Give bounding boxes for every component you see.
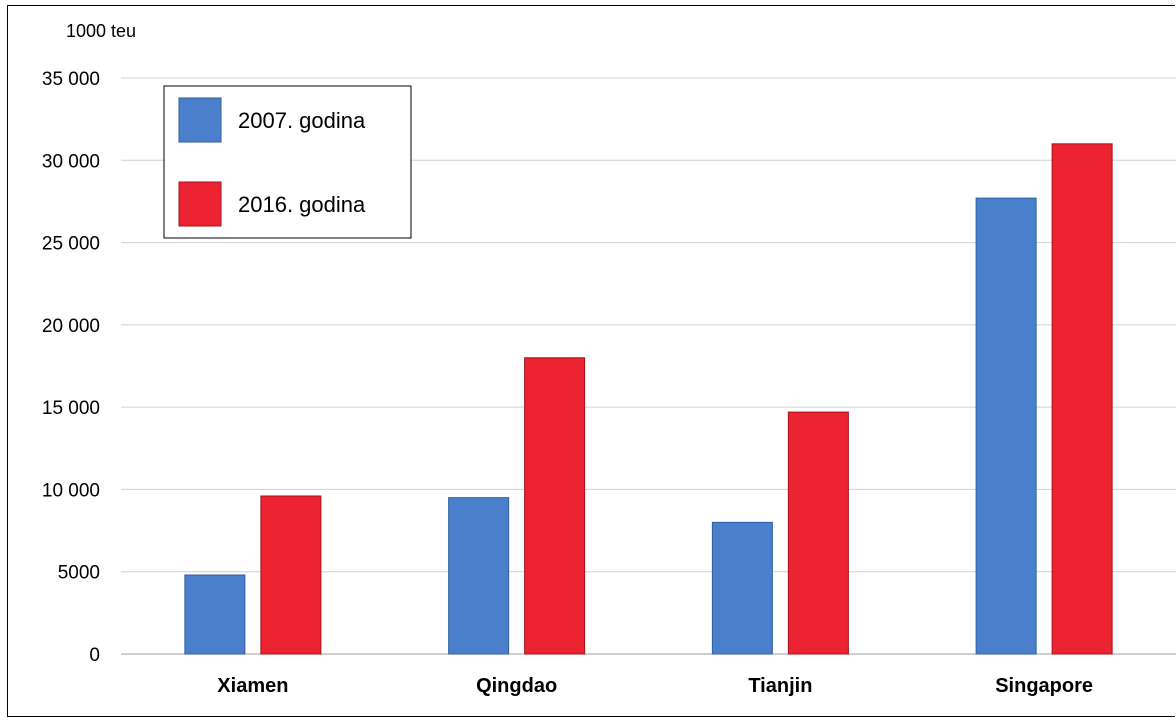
bar-xiamen-2016-godina xyxy=(260,495,322,655)
y-axis-ticks: 0 5000 10 000 15 000 20 000 25 000 30 000 35 00… xyxy=(42,69,100,666)
bar-singapore-2016-godina xyxy=(1051,143,1113,655)
x-tick-label-xiamen: Xiamen xyxy=(217,675,288,697)
legend-label-2007: 2007. godina xyxy=(238,108,366,133)
y-axis-unit-label: 1000 teu xyxy=(66,21,136,41)
y-tick-label: 35 000 xyxy=(42,69,100,90)
chart-frame xyxy=(7,5,1175,717)
x-tick-label-tianjin: Tianjin xyxy=(748,675,812,697)
x-tick-label-singapore: Singapore xyxy=(995,675,1093,697)
legend: 2007. godina 2016. godina xyxy=(163,85,412,239)
bar-tianjin-2016-godina xyxy=(787,411,849,655)
bars xyxy=(184,143,1113,655)
legend-swatch-2016 xyxy=(178,181,222,227)
x-axis-labels: Xiamen Qingdao Tianjin Singapore xyxy=(217,675,1093,697)
bar-qingdao-2016-godina xyxy=(524,357,586,655)
bar-xiamen-2007-godina xyxy=(184,574,246,655)
bar-qingdao-2007-godina xyxy=(448,497,510,655)
y-tick-label: 0 xyxy=(89,645,100,666)
y-tick-label: 15 000 xyxy=(42,398,100,419)
legend-label-2016: 2016. godina xyxy=(238,192,366,217)
y-tick-label: 5000 xyxy=(58,563,100,584)
bar-tianjin-2007-godina xyxy=(711,521,773,655)
y-tick-label: 20 000 xyxy=(42,316,100,337)
y-tick-label: 30 000 xyxy=(42,151,100,172)
x-tick-label-qingdao: Qingdao xyxy=(476,675,557,697)
y-tick-label: 10 000 xyxy=(42,480,100,501)
y-tick-label: 25 000 xyxy=(42,234,100,255)
legend-swatch-2007 xyxy=(178,97,222,143)
bar-singapore-2007-godina xyxy=(975,197,1037,655)
